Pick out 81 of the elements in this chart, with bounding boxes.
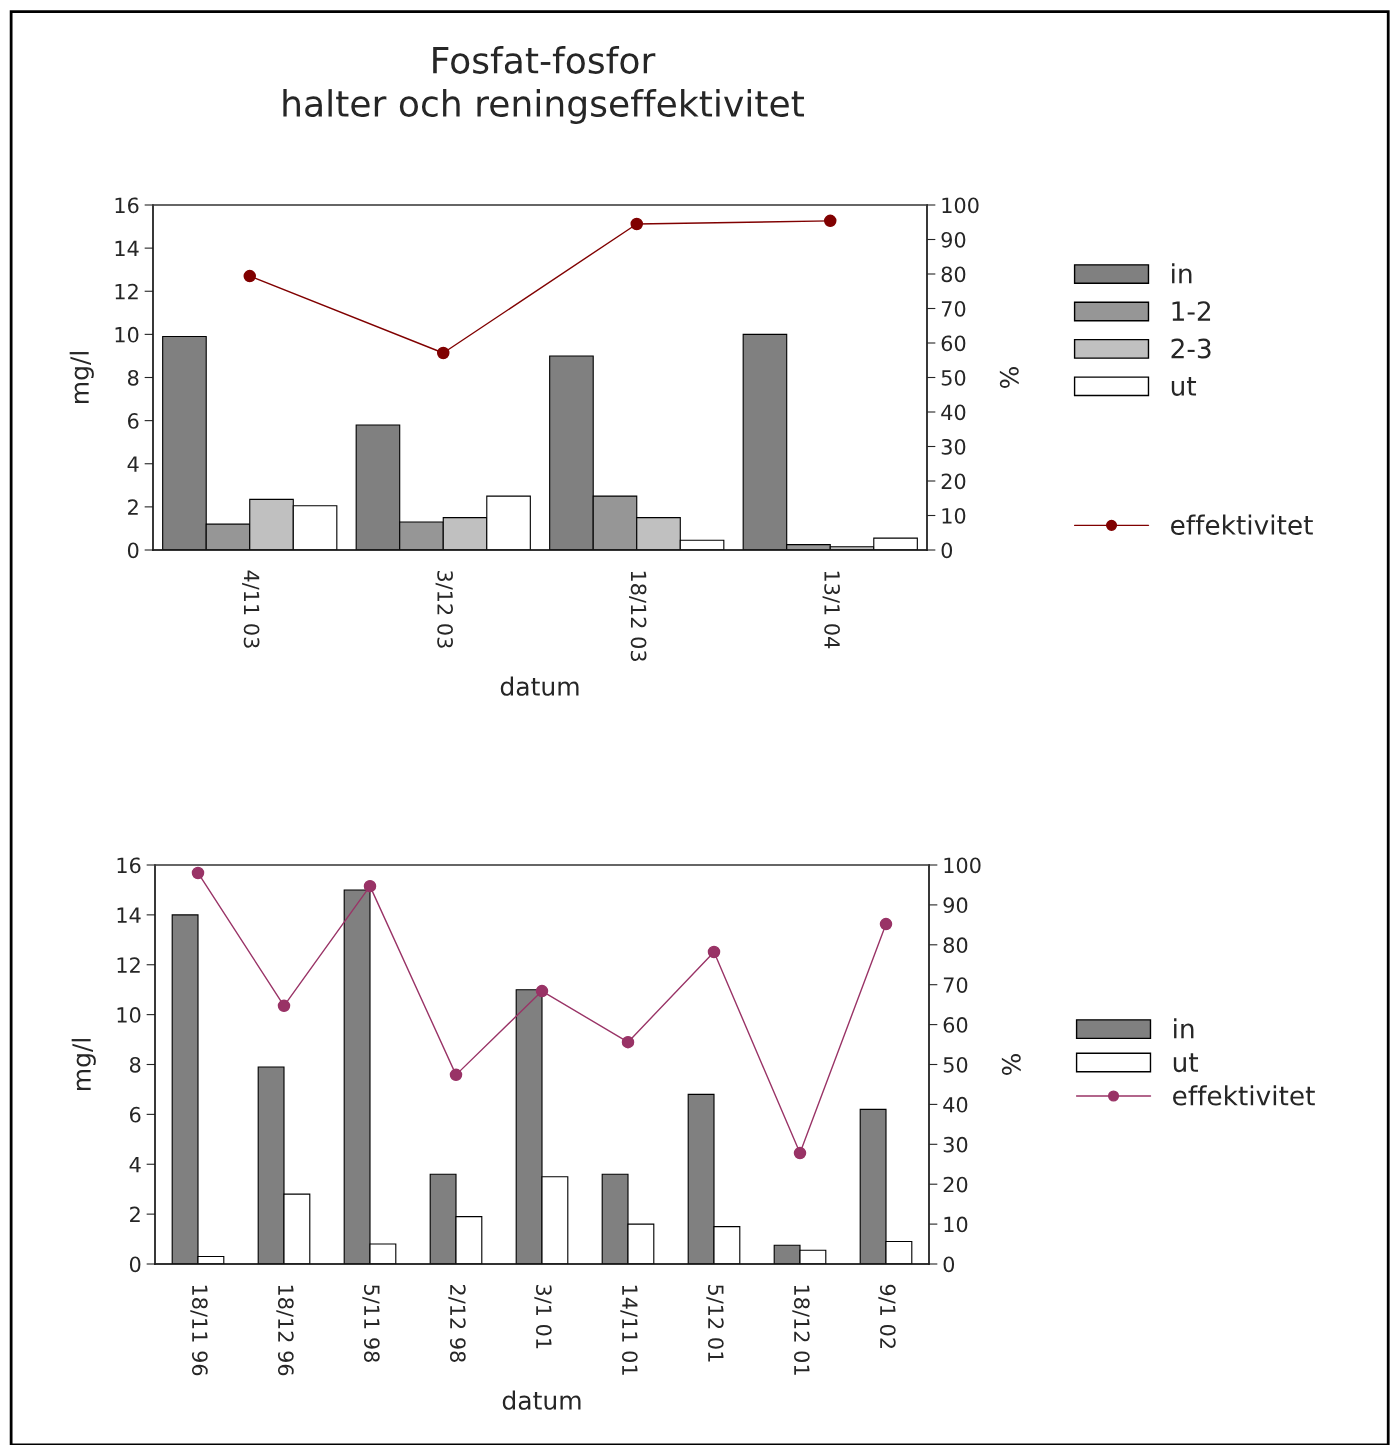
y2-tick-label: 10 xyxy=(942,507,966,524)
x-tick-label: 9/1 02 xyxy=(878,1284,896,1349)
x-tick-label: 4/11 03 xyxy=(242,570,260,648)
y-tick-label: 14 xyxy=(117,907,141,923)
y-axis-title: mg/l xyxy=(71,1039,96,1091)
point xyxy=(277,999,291,1013)
point xyxy=(879,917,893,931)
point xyxy=(630,217,644,231)
point xyxy=(449,1068,463,1082)
point xyxy=(535,984,549,998)
y2-tick-label: 60 xyxy=(941,335,966,352)
y-tick-label: 16 xyxy=(115,197,139,214)
y-tick-label: 8 xyxy=(127,369,139,386)
y2-tick-label: 90 xyxy=(941,231,966,248)
point xyxy=(621,1035,635,1049)
x-axis-title: datum xyxy=(502,1390,581,1410)
y2-tick-label: 100 xyxy=(944,857,981,874)
y-tick-label: 14 xyxy=(115,240,139,257)
legend-label: effektivitet xyxy=(1171,514,1313,535)
y-tick-label: 12 xyxy=(117,957,140,973)
point xyxy=(363,879,377,893)
y2-tick-label: 70 xyxy=(941,300,966,317)
point xyxy=(436,346,450,360)
x-tick-label: 18/12 01 xyxy=(792,1285,810,1375)
y-axis-title: mg/l xyxy=(69,352,94,404)
y2-tick-label: 70 xyxy=(943,977,968,993)
y2-tick-label: 60 xyxy=(943,1017,968,1033)
y2-tick-label: 20 xyxy=(943,1176,968,1193)
legend-label: ut xyxy=(1171,377,1197,396)
y-tick-label: 6 xyxy=(130,1106,141,1123)
y2-tick-label: 90 xyxy=(943,897,968,914)
y2-tick-label: 10 xyxy=(944,1216,968,1233)
x-tick-label: 18/11 96 xyxy=(190,1285,208,1376)
x-tick-label: 3/1 01 xyxy=(534,1285,552,1349)
y2-tick-label: 100 xyxy=(942,197,979,214)
y-tick-label: 0 xyxy=(129,1256,141,1273)
y2-axis-title: % xyxy=(999,367,1019,388)
legend-label: ut xyxy=(1173,1053,1199,1073)
y2-tick-label: 80 xyxy=(941,266,966,283)
y2-tick-label: 40 xyxy=(943,1096,968,1113)
y-tick-label: 10 xyxy=(117,1007,141,1023)
legend-label: in xyxy=(1172,263,1192,284)
x-tick-label: 3/12 03 xyxy=(435,571,453,648)
y-tick-label: 6 xyxy=(128,413,139,429)
y2-tick-label: 30 xyxy=(943,1136,968,1153)
point xyxy=(707,945,721,959)
y2-tick-label: 0 xyxy=(941,542,953,559)
y-tick-label: 10 xyxy=(115,326,139,343)
y2-tick-label: 30 xyxy=(941,438,966,455)
point xyxy=(243,269,257,283)
x-tick-label: 5/11 98 xyxy=(362,1285,380,1362)
chart-title: Fosfat-fosfor halter och reningseffektivitet xyxy=(283,45,804,125)
x-tick-label: 14/11 01 xyxy=(620,1285,638,1375)
legend-label: in xyxy=(1174,1018,1194,1039)
point xyxy=(823,214,837,228)
y-tick-label: 2 xyxy=(128,499,138,515)
point xyxy=(793,1146,807,1160)
legend-label: 1-2 xyxy=(1172,301,1211,321)
legend-label: effektivitet xyxy=(1173,1085,1315,1106)
y2-tick-label: 0 xyxy=(943,1256,955,1273)
y-tick-label: 2 xyxy=(130,1206,140,1223)
legend-label: 2-3 xyxy=(1171,338,1211,359)
point xyxy=(191,866,205,880)
y2-tick-label: 50 xyxy=(941,369,966,386)
x-tick-label: 18/12 96 xyxy=(276,1285,294,1376)
x-tick-label: 18/12 03 xyxy=(629,571,647,661)
y2-tick-label: 50 xyxy=(943,1056,968,1073)
y2-tick-label: 80 xyxy=(943,937,968,954)
y2-tick-label: 40 xyxy=(941,404,966,421)
y2-tick-label: 20 xyxy=(941,473,966,490)
y-tick-label: 4 xyxy=(129,1156,141,1173)
x-axis-title: datum xyxy=(500,676,579,696)
y-tick-label: 0 xyxy=(127,542,139,559)
y-tick-label: 8 xyxy=(129,1056,141,1073)
y-tick-label: 16 xyxy=(117,857,141,874)
y2-axis-title: % xyxy=(1001,1054,1021,1075)
x-tick-label: 2/12 98 xyxy=(448,1284,466,1362)
x-tick-label: 5/12 01 xyxy=(706,1285,724,1362)
y-tick-label: 4 xyxy=(127,456,139,472)
x-tick-label: 13/1 04 xyxy=(822,571,840,649)
y-tick-label: 12 xyxy=(115,283,138,300)
